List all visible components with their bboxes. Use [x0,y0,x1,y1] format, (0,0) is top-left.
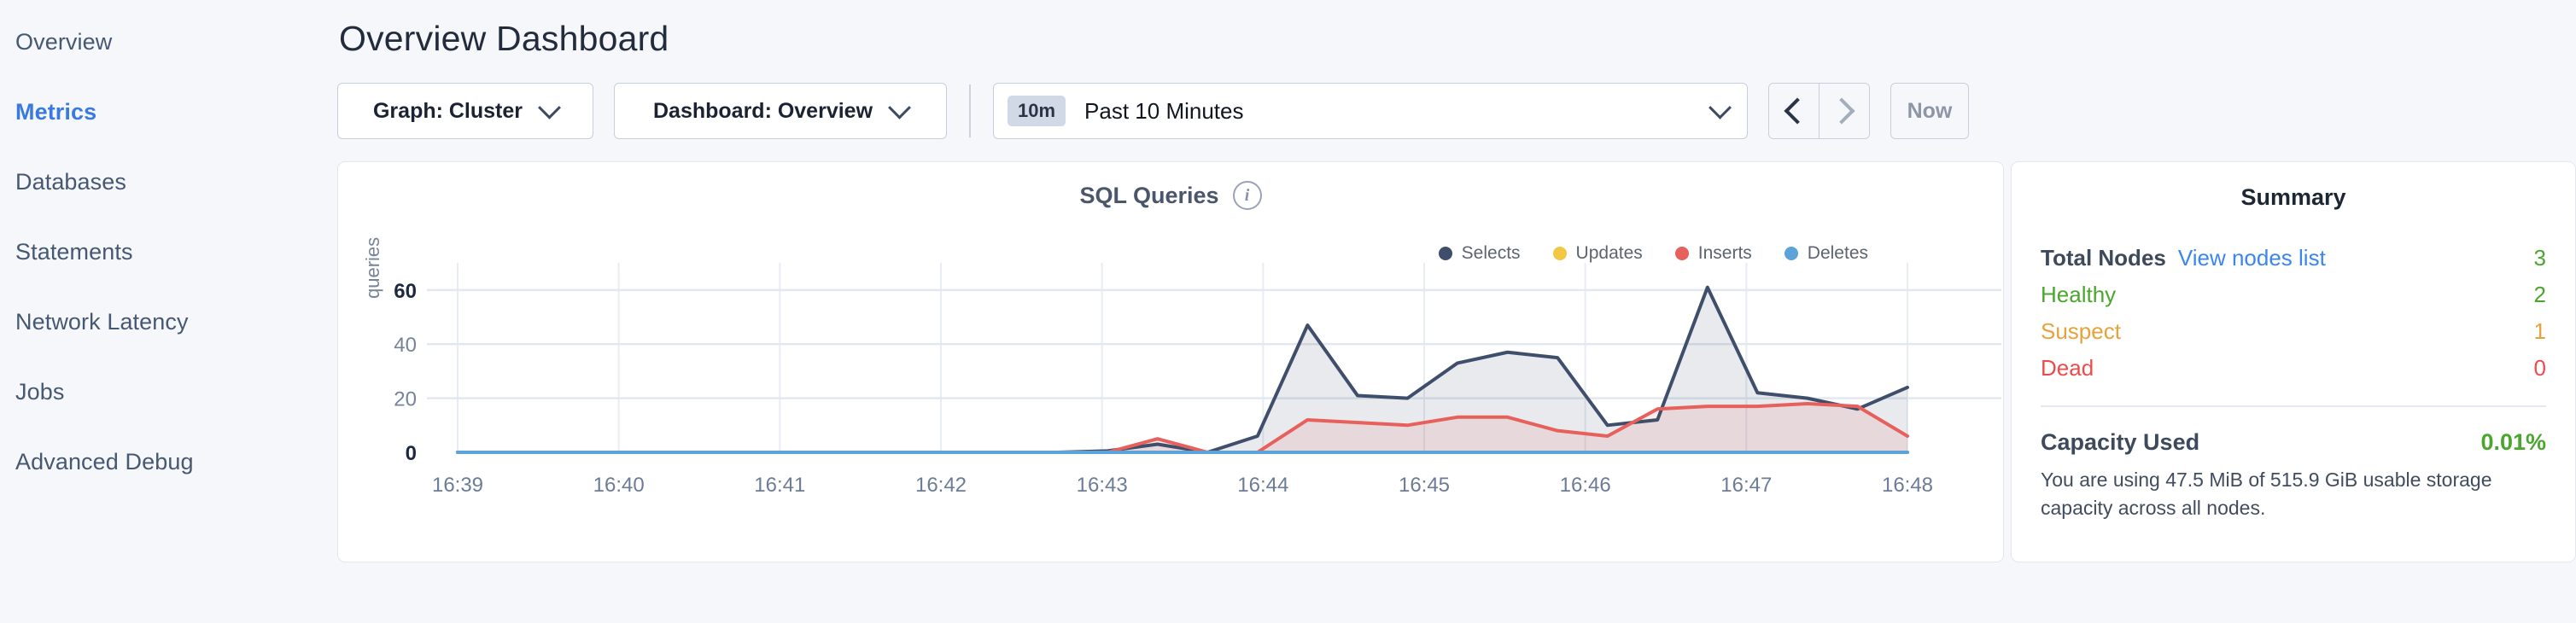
legend-label: Updates [1575,243,1643,263]
view-nodes-list-link[interactable]: View nodes list [2177,245,2326,271]
legend-dot-deletes [1784,247,1798,260]
sidebar-item-label: Overview [15,28,113,55]
sidebar-item-jobs[interactable]: Jobs [0,357,337,427]
legend-label: Selects [1461,243,1521,263]
svg-text:16:40: 16:40 [593,474,645,497]
sidebar-item-label: Network Latency [15,308,189,335]
time-prev-button[interactable] [1769,84,1819,138]
time-range-badge: 10m [1008,96,1066,126]
sidebar-item-label: Advanced Debug [15,448,194,475]
legend-dot-selects [1438,247,1452,260]
dead-value: 0 [2533,355,2546,381]
chart-legend: Selects Updates Inserts Deletes [1438,243,1868,264]
sql-queries-chart-card: SQL Queries i Selects Updates Inserts [337,161,2004,562]
svg-text:16:44: 16:44 [1237,474,1288,497]
graph-select-label: Graph: Cluster [372,98,523,123]
svg-text:16:48: 16:48 [1882,474,1933,497]
healthy-label: Healthy [2041,282,2117,307]
legend-item-updates[interactable]: Updates [1552,243,1643,264]
suspect-value: 1 [2533,318,2546,344]
legend-dot-updates [1552,247,1567,260]
sidebar: Overview Metrics Databases Statements Ne… [0,0,337,623]
chevron-down-icon [888,96,911,119]
svg-text:40: 40 [394,334,417,357]
summary-row-dead: Dead 0 [2041,355,2546,381]
legend-dot-inserts [1674,247,1689,260]
sidebar-item-label: Statements [15,238,133,265]
svg-text:16:47: 16:47 [1720,474,1772,497]
sidebar-item-label: Databases [15,168,126,195]
svg-text:16:43: 16:43 [1077,474,1128,497]
chevron-left-icon [1783,97,1811,125]
graph-select-dropdown[interactable]: Graph: Cluster [337,83,593,139]
sidebar-item-metrics[interactable]: Metrics [0,77,337,147]
dashboard-select-label: Dashboard: Overview [652,98,873,123]
svg-text:16:45: 16:45 [1399,474,1450,497]
time-next-button[interactable] [1819,84,1869,138]
cards-row: SQL Queries i Selects Updates Inserts [337,161,2576,562]
svg-text:60: 60 [394,280,417,303]
summary-row-suspect: Suspect 1 [2041,318,2546,345]
legend-item-selects[interactable]: Selects [1438,243,1521,264]
sidebar-item-label: Jobs [15,378,65,405]
total-nodes-label: Total Nodes [2041,245,2166,271]
time-range-dropdown[interactable]: 10m Past 10 Minutes [993,83,1748,139]
capacity-used-description: You are using 47.5 MiB of 515.9 GiB usab… [2041,468,2492,519]
chart-svg: 0 20 40 60 16:39 16:40 16:41 16:42 16:43 16:44 16:… [394,263,2001,497]
time-nav-group [1768,83,1870,139]
legend-label: Deletes [1807,243,1868,263]
chevron-down-icon [1709,96,1732,119]
capacity-used-value: 0.01% [2480,428,2546,455]
toolbar-divider [969,84,971,137]
sidebar-item-advanced-debug[interactable]: Advanced Debug [0,427,337,497]
svg-text:16:41: 16:41 [754,474,805,497]
summary-card: Summary Total Nodes View nodes list 3 He… [2011,161,2576,562]
chevron-down-icon [538,96,561,119]
sidebar-item-overview[interactable]: Overview [0,7,337,77]
capacity-used-label: Capacity Used [2041,428,2200,455]
time-range-label: Past 10 Minutes [1084,97,1244,124]
now-button[interactable]: Now [1890,83,1969,139]
page-title: Overview Dashboard [339,19,669,58]
summary-divider [2041,405,2546,407]
chart-plot-area: 0 20 40 60 16:39 16:40 16:41 16:42 16:43 16:44 16:… [338,263,2003,562]
svg-text:0: 0 [406,442,417,465]
svg-text:16:46: 16:46 [1560,474,1611,497]
legend-label: Inserts [1697,243,1752,263]
toolbar: Graph: Cluster Dashboard: Overview 10m P… [337,83,2576,139]
dashboard-select-dropdown[interactable]: Dashboard: Overview [614,83,947,139]
summary-row-total-nodes: Total Nodes View nodes list 3 [2041,245,2546,271]
chart-title-row: SQL Queries i [338,162,2003,210]
chevron-right-icon [1827,97,1855,125]
main-content: Overview Dashboard Graph: Cluster Dashbo… [337,0,2576,623]
dead-label: Dead [2041,355,2094,381]
total-nodes-value: 3 [2533,245,2546,271]
chart-title: SQL Queries [1079,182,1219,208]
sidebar-item-statements[interactable]: Statements [0,217,337,287]
sidebar-item-network-latency[interactable]: Network Latency [0,287,337,357]
summary-title: Summary [2240,184,2346,210]
legend-item-inserts[interactable]: Inserts [1674,243,1752,264]
svg-text:16:39: 16:39 [432,474,483,497]
svg-text:20: 20 [394,388,417,411]
sidebar-item-databases[interactable]: Databases [0,147,337,217]
summary-row-healthy: Healthy 2 [2041,282,2546,308]
legend-item-deletes[interactable]: Deletes [1784,243,1868,264]
healthy-value: 2 [2533,282,2546,307]
suspect-label: Suspect [2041,318,2121,344]
sidebar-item-label: Metrics [15,98,97,125]
info-icon[interactable]: i [1232,181,1262,210]
capacity-used-row: Capacity Used 0.01% [2041,429,2546,456]
svg-text:16:42: 16:42 [915,474,967,497]
